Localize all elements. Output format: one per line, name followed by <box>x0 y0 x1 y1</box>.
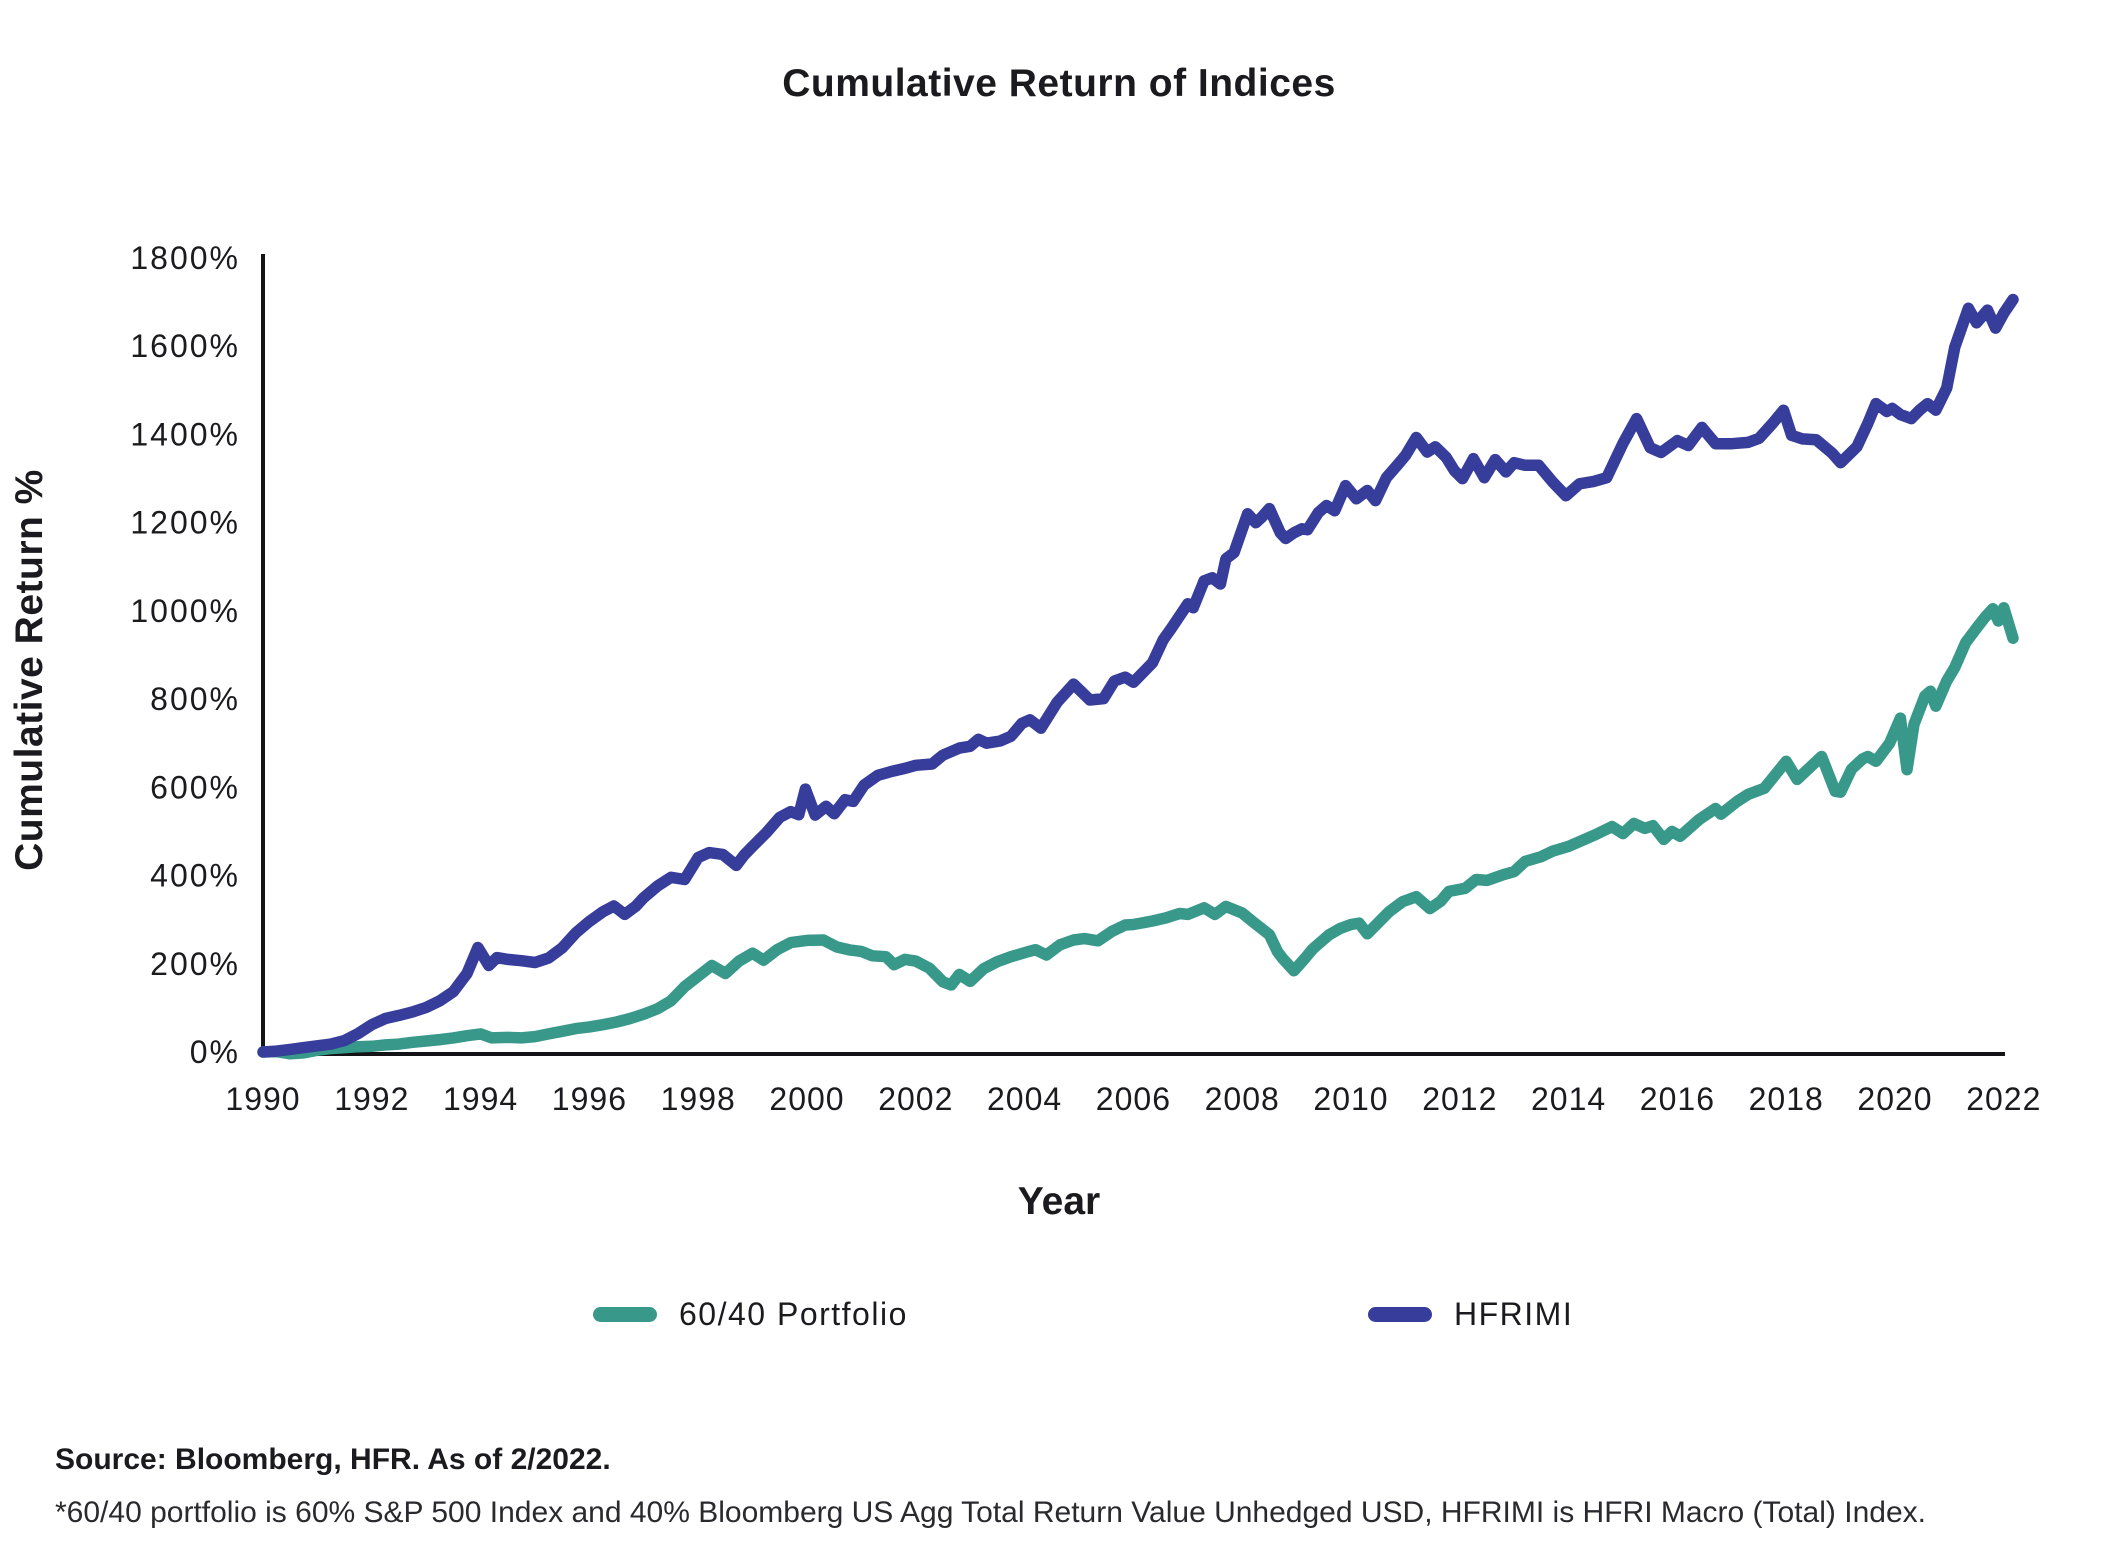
y-tick-label: 1200% <box>130 505 240 541</box>
y-tick-label: 1600% <box>130 328 240 364</box>
x-tick-label: 2006 <box>1096 1081 1171 1117</box>
axes-lines <box>261 254 2005 1056</box>
legend-swatch-hfrimi <box>1368 1307 1432 1322</box>
x-tick-label: 1998 <box>661 1081 736 1117</box>
legend-label-hfrimi: HFRIMI <box>1454 1296 1574 1332</box>
x-tick-label: 2004 <box>987 1081 1062 1117</box>
x-tick-label: 1990 <box>225 1081 300 1117</box>
x-tick-label: 1992 <box>334 1081 409 1117</box>
x-tick-label: 2000 <box>769 1081 844 1117</box>
y-tick-label: 200% <box>150 946 240 982</box>
chart-title: Cumulative Return of Indices <box>782 62 1336 105</box>
x-tick-label: 2008 <box>1205 1081 1280 1117</box>
legend-item-6040-portfolio: 60/40 Portfolio <box>593 1296 908 1333</box>
x-tick-label: 2020 <box>1857 1081 1932 1117</box>
source-text: Source: Bloomberg, HFR. As of 2/2022. <box>55 1443 611 1476</box>
x-tick-label: 2014 <box>1531 1081 1606 1117</box>
y-tick-label: 800% <box>150 681 240 717</box>
x-tick-label: 2018 <box>1749 1081 1824 1117</box>
y-tick-label: 1400% <box>130 416 240 452</box>
60-40-portfolio-line <box>257 602 2019 1060</box>
x-tick-label: 2010 <box>1313 1081 1388 1117</box>
x-tick-label: 2012 <box>1422 1081 1497 1117</box>
legend-item-hfrimi: HFRIMI <box>1368 1296 1573 1333</box>
x-tick-label: 2016 <box>1640 1081 1715 1117</box>
x-tick-label: 1996 <box>552 1081 627 1117</box>
hfrimi-line <box>257 293 2019 1058</box>
legend-swatch-6040-portfolio <box>593 1307 657 1322</box>
x-tick-label: 2022 <box>1966 1081 2041 1117</box>
y-tick-label: 1800% <box>130 240 240 276</box>
y-tick-label: 0% <box>190 1034 240 1070</box>
y-tick-label: 600% <box>150 769 240 805</box>
x-axis-title: Year <box>1017 1180 1101 1223</box>
x-tick-label: 1994 <box>443 1081 518 1117</box>
y-tick-label: 1000% <box>130 593 240 629</box>
chart-canvas: 0% 200% 400% 600% 800% 1000% 1200% 1400% 1600% 18… <box>130 240 2041 1117</box>
footnote-text: *60/40 portfolio is 60% S&P 500 Index an… <box>55 1496 1926 1529</box>
y-axis-title: Cumulative Return % <box>8 469 51 871</box>
x-tick-label: 2002 <box>878 1081 953 1117</box>
y-tick-label: 400% <box>150 858 240 894</box>
legend-label-6040-portfolio: 60/40 Portfolio <box>679 1296 908 1332</box>
